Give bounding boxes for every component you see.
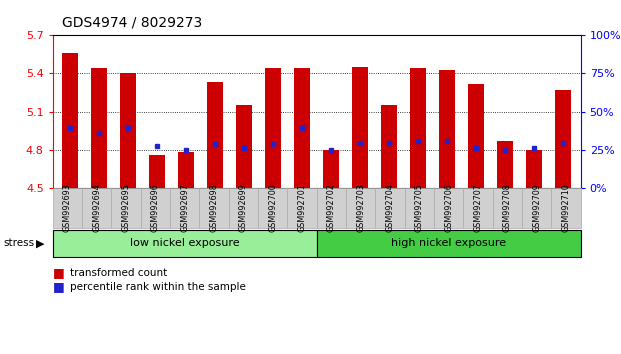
Text: GSM992707: GSM992707	[473, 183, 483, 233]
Bar	[497, 141, 513, 188]
Bar	[62, 53, 78, 188]
Text: GSM992698: GSM992698	[209, 184, 219, 232]
Text: GSM992709: GSM992709	[532, 183, 541, 233]
Bar	[324, 150, 339, 188]
Bar	[468, 84, 484, 188]
Text: GSM992708: GSM992708	[503, 184, 512, 232]
Text: GSM992693: GSM992693	[63, 184, 72, 232]
Bar	[410, 68, 426, 188]
Text: percentile rank within the sample: percentile rank within the sample	[70, 282, 246, 292]
Text: transformed count: transformed count	[70, 268, 168, 278]
Text: GSM992699: GSM992699	[239, 183, 248, 233]
Bar	[555, 90, 571, 188]
Text: GSM992706: GSM992706	[444, 184, 453, 232]
Bar	[178, 152, 194, 188]
Text: stress: stress	[3, 238, 34, 249]
Bar	[149, 155, 165, 188]
Bar	[381, 105, 397, 188]
Text: GSM992704: GSM992704	[386, 184, 394, 232]
Text: GSM992700: GSM992700	[268, 184, 277, 232]
Bar	[207, 82, 223, 188]
Text: GSM992705: GSM992705	[415, 183, 424, 233]
Text: GSM992702: GSM992702	[327, 183, 336, 233]
Bar	[120, 73, 136, 188]
Text: ■: ■	[53, 280, 65, 293]
Bar	[352, 67, 368, 188]
Text: low nickel exposure: low nickel exposure	[130, 238, 240, 249]
Text: GSM992710: GSM992710	[561, 184, 571, 232]
Text: GSM992701: GSM992701	[297, 184, 307, 232]
Text: GSM992694: GSM992694	[93, 184, 101, 232]
Text: ▶: ▶	[36, 238, 45, 249]
Text: GDS4974 / 8029273: GDS4974 / 8029273	[62, 16, 202, 30]
Bar	[439, 70, 455, 188]
Text: GSM992703: GSM992703	[356, 184, 365, 232]
Text: GSM992697: GSM992697	[180, 183, 189, 233]
Bar	[526, 150, 542, 188]
Text: GSM992696: GSM992696	[151, 184, 160, 232]
Bar	[294, 68, 310, 188]
Text: ■: ■	[53, 266, 65, 279]
Bar	[265, 68, 281, 188]
Text: high nickel exposure: high nickel exposure	[391, 238, 506, 249]
Text: GSM992695: GSM992695	[122, 183, 130, 233]
Bar	[91, 68, 107, 188]
Bar	[236, 105, 252, 188]
